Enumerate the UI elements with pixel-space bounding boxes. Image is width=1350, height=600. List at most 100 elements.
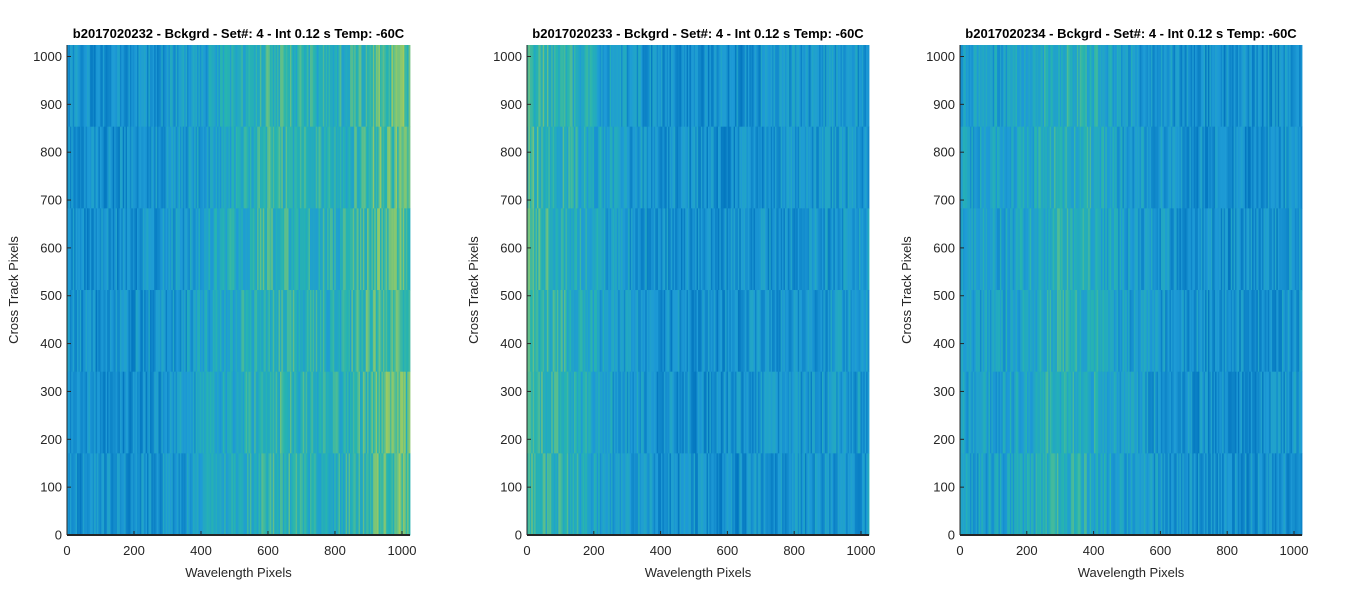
heatmap-cell <box>178 208 181 291</box>
heatmap-cell <box>740 453 743 536</box>
heatmap-cell <box>1098 453 1101 536</box>
heatmap-cell <box>211 208 214 291</box>
heatmap-cell <box>531 453 534 536</box>
heatmap-cell <box>810 126 813 209</box>
heatmap-cell <box>605 453 608 536</box>
heatmap-cell <box>820 371 823 454</box>
heatmap-cell <box>337 208 339 291</box>
heatmap-cell <box>1051 290 1054 373</box>
heatmap-cell <box>1078 126 1081 209</box>
heatmap-cell <box>1242 290 1244 373</box>
heatmap-cell <box>354 371 357 454</box>
heatmap-cell <box>262 208 265 291</box>
heatmap-cell <box>783 453 786 536</box>
heatmap-cell <box>831 371 834 454</box>
heatmap-cell <box>1193 208 1196 291</box>
heatmap-cell <box>81 453 84 536</box>
heatmap-cell <box>585 126 588 209</box>
heatmap-cell <box>1249 290 1252 373</box>
heatmap-cell <box>1022 208 1025 291</box>
heatmap-cell <box>134 208 136 291</box>
heatmap-cell <box>606 45 609 128</box>
heatmap-cell <box>395 371 398 454</box>
heatmap-cell <box>1052 371 1055 454</box>
heatmap-cell <box>342 208 345 291</box>
heatmap-cell <box>635 208 638 291</box>
heatmap-cell <box>528 208 531 291</box>
heatmap-cell <box>710 126 713 209</box>
heatmap-cell <box>331 208 334 291</box>
heatmap-cell <box>1132 371 1135 454</box>
heatmap-cell <box>1236 126 1239 209</box>
heatmap-cell <box>1126 45 1129 128</box>
heatmap-cell <box>826 126 829 209</box>
heatmap-cell <box>989 126 992 209</box>
heatmap-cell <box>117 208 119 291</box>
heatmap-cell <box>1108 208 1111 291</box>
heatmap-cell <box>1074 371 1076 454</box>
heatmap-cell <box>238 453 241 536</box>
heatmap-cell <box>342 371 345 454</box>
heatmap-cell <box>787 126 790 209</box>
heatmap-cell <box>655 453 658 536</box>
heatmap-cell <box>152 453 155 536</box>
heatmap-cell <box>1282 453 1284 536</box>
heatmap-cell <box>638 453 640 536</box>
heatmap-cell <box>710 453 713 536</box>
heatmap-cell <box>228 45 231 128</box>
heatmap-cell <box>351 45 354 128</box>
heatmap-cell <box>749 290 752 373</box>
heatmap-cell <box>305 45 308 128</box>
heatmap-cell <box>89 208 92 291</box>
heatmap-cell <box>1180 208 1183 291</box>
heatmap-cell <box>548 290 551 373</box>
heatmap-cell <box>760 453 763 536</box>
heatmap-cell <box>1196 126 1199 209</box>
heatmap-cell <box>1262 45 1264 128</box>
heatmap-cell <box>541 453 544 536</box>
heatmap-cell <box>255 453 258 536</box>
heatmap-cell <box>623 45 626 128</box>
heatmap-cell <box>1136 453 1139 536</box>
heatmap-cell <box>841 126 844 209</box>
heatmap-cell <box>1260 290 1263 373</box>
heatmap-cell <box>351 453 354 536</box>
heatmap-cell <box>606 290 609 373</box>
heatmap-cell <box>185 45 188 128</box>
heatmap-cell <box>850 453 853 536</box>
heatmap-cell <box>844 453 847 536</box>
heatmap-cell <box>532 371 535 454</box>
heatmap-cell <box>1290 371 1293 454</box>
heatmap-cell <box>546 290 549 373</box>
heatmap-cell <box>1061 371 1063 454</box>
heatmap-cell <box>653 290 656 373</box>
heatmap-cell <box>699 453 702 536</box>
heatmap-cell <box>397 208 399 291</box>
heatmap-cell <box>1002 126 1005 209</box>
heatmap-cell <box>379 371 382 454</box>
heatmap-cell <box>1103 290 1106 373</box>
heatmap-cell <box>172 45 175 128</box>
heatmap-cell <box>1235 453 1237 536</box>
heatmap-cell <box>101 126 104 209</box>
heatmap-cell <box>1075 290 1078 373</box>
heatmap-cell <box>238 371 241 454</box>
heatmap-cell <box>962 371 965 454</box>
heatmap-cell <box>1205 45 1207 128</box>
heatmap-cell <box>783 45 786 128</box>
heatmap-cell <box>856 208 858 291</box>
heatmap-cell <box>1257 290 1260 373</box>
heatmap-cell <box>755 371 757 454</box>
heatmap-cell <box>584 371 586 454</box>
heatmap-cell <box>729 45 732 128</box>
heatmap-cell <box>1213 208 1216 291</box>
heatmap-cell <box>1062 45 1065 128</box>
heatmap-cell <box>1163 45 1166 128</box>
heatmap-cell <box>1008 453 1011 536</box>
heatmap-cell <box>1173 208 1176 291</box>
heatmap-cell <box>1082 371 1085 454</box>
heatmap-cell <box>686 126 689 209</box>
heatmap-cell <box>994 126 997 209</box>
heatmap-cell <box>1068 371 1071 454</box>
heatmap-cell <box>1292 208 1294 291</box>
